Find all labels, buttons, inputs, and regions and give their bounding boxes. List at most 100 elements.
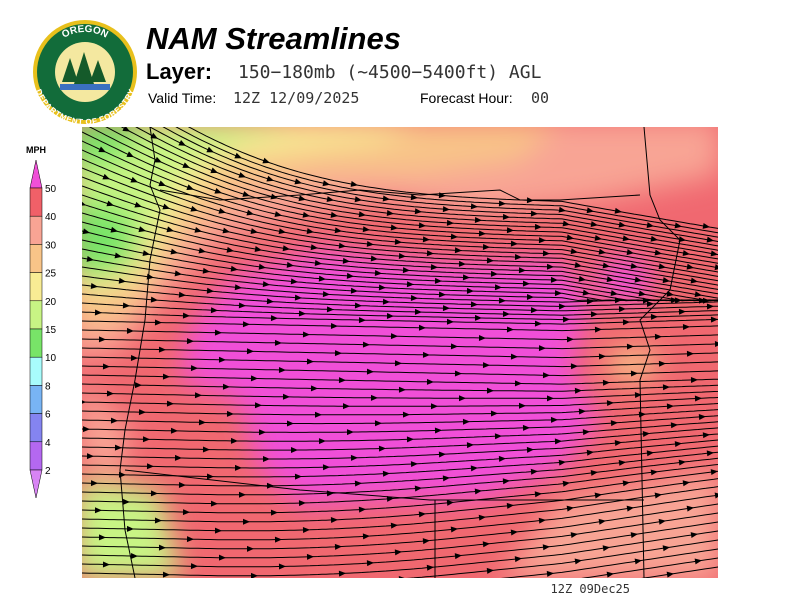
streamline-arrow xyxy=(430,403,438,410)
streamline-arrow xyxy=(170,248,178,255)
streamline-arrow xyxy=(626,505,634,512)
streamline-arrow xyxy=(214,188,222,194)
streamline-arrow xyxy=(226,410,234,417)
legend-swatch xyxy=(29,413,43,443)
streamline-arrow xyxy=(362,533,370,540)
streamline-arrow xyxy=(654,249,662,256)
streamline-arrow xyxy=(554,438,562,445)
streamline-arrow xyxy=(338,377,346,384)
streamline-arrow xyxy=(566,505,574,512)
streamline-arrow xyxy=(674,222,682,229)
streamline-arrow xyxy=(82,398,86,405)
streamline-arrow xyxy=(250,228,258,234)
streamline xyxy=(82,427,718,451)
streamline-arrow xyxy=(270,509,278,516)
streamline-arrow xyxy=(194,392,202,399)
streamline-arrow xyxy=(283,590,290,596)
streamline-arrow xyxy=(502,478,510,485)
streamline-arrow xyxy=(682,250,690,256)
streamline-arrow xyxy=(118,277,126,284)
streamline-arrow xyxy=(390,224,398,231)
streamline-arrow xyxy=(610,290,618,296)
state-line-north xyxy=(159,189,641,201)
streamline-arrow xyxy=(470,465,478,472)
streamline-arrow xyxy=(282,245,290,252)
streamline-arrow xyxy=(262,157,270,164)
streamline-arrow xyxy=(514,380,522,387)
streamline-arrow xyxy=(714,264,718,271)
streamline-arrow xyxy=(82,200,86,206)
streamline-arrow xyxy=(678,459,686,466)
streamline-arrow xyxy=(431,591,439,598)
streamline-arrow xyxy=(250,375,258,382)
streamline-arrow xyxy=(682,480,690,487)
streamline-arrow xyxy=(418,324,426,331)
streamline-arrow xyxy=(686,505,694,512)
streamline-arrow xyxy=(258,429,266,436)
legend-swatch xyxy=(29,187,43,217)
legend-swatch xyxy=(29,159,43,189)
streamline xyxy=(82,463,718,505)
streamline xyxy=(82,158,718,277)
streamline-arrow xyxy=(314,411,322,418)
streamline-arrow xyxy=(470,203,478,210)
streamline-arrow xyxy=(590,221,598,228)
streamline xyxy=(82,347,718,359)
streamline-arrow xyxy=(666,290,674,297)
streamline xyxy=(581,557,718,578)
streamline-arrow xyxy=(250,572,258,578)
streamline-arrow xyxy=(606,571,614,578)
streamline-arrow xyxy=(442,305,450,312)
streamline-arrow xyxy=(454,370,462,377)
streamline-arrow xyxy=(498,455,506,462)
streamline xyxy=(82,374,718,385)
streamline-arrow xyxy=(222,383,230,390)
streamline-arrow xyxy=(494,284,502,291)
streamline-arrow xyxy=(546,263,554,270)
streamline-arrow xyxy=(546,395,554,402)
streamline-arrow xyxy=(662,545,670,552)
streamline-arrow xyxy=(146,463,154,470)
streamline-arrow xyxy=(514,556,522,563)
streamline-arrow xyxy=(550,276,558,283)
streamline-arrow xyxy=(650,313,658,320)
streamline-arrow xyxy=(302,331,310,338)
streamline-arrow xyxy=(286,420,294,427)
streamline-arrow xyxy=(602,379,610,386)
streamline xyxy=(82,212,718,302)
streamline-arrow xyxy=(102,561,110,568)
streamline-arrow xyxy=(374,270,382,277)
streamline-arrow xyxy=(126,327,134,334)
streamline-arrow xyxy=(670,422,678,429)
streamline-arrow xyxy=(122,498,130,505)
streamline-arrow xyxy=(662,384,670,391)
streamline-arrow xyxy=(398,253,406,260)
streamline-arrow xyxy=(674,441,682,448)
streamline xyxy=(135,127,718,247)
streamline-arrow xyxy=(690,377,698,384)
streamline-arrow xyxy=(362,341,370,348)
streamline-arrow xyxy=(606,276,614,283)
streamline-arrow xyxy=(618,459,626,466)
streamline-arrow xyxy=(135,580,142,586)
streamline-arrow xyxy=(358,317,366,324)
streamline-arrow xyxy=(646,450,654,457)
streamline-arrow xyxy=(266,175,274,182)
legend-label: 10 xyxy=(45,353,57,364)
streamline-arrow xyxy=(454,247,462,254)
streamline-arrow xyxy=(442,206,450,213)
streamline xyxy=(162,127,718,238)
streamline-arrow xyxy=(278,228,286,235)
streamline-arrow xyxy=(334,227,342,234)
streamline xyxy=(500,548,718,578)
streamline-arrow xyxy=(418,222,426,229)
streamline xyxy=(82,445,718,478)
streamline-arrow xyxy=(702,222,710,229)
streamline-arrow xyxy=(470,301,478,308)
streamline-arrow xyxy=(678,308,686,315)
streamline-arrow xyxy=(270,193,278,200)
streamline-arrow xyxy=(346,429,354,436)
streamline-arrow xyxy=(294,473,302,480)
logo-trees xyxy=(62,52,106,84)
streamline-arrow xyxy=(454,553,462,560)
